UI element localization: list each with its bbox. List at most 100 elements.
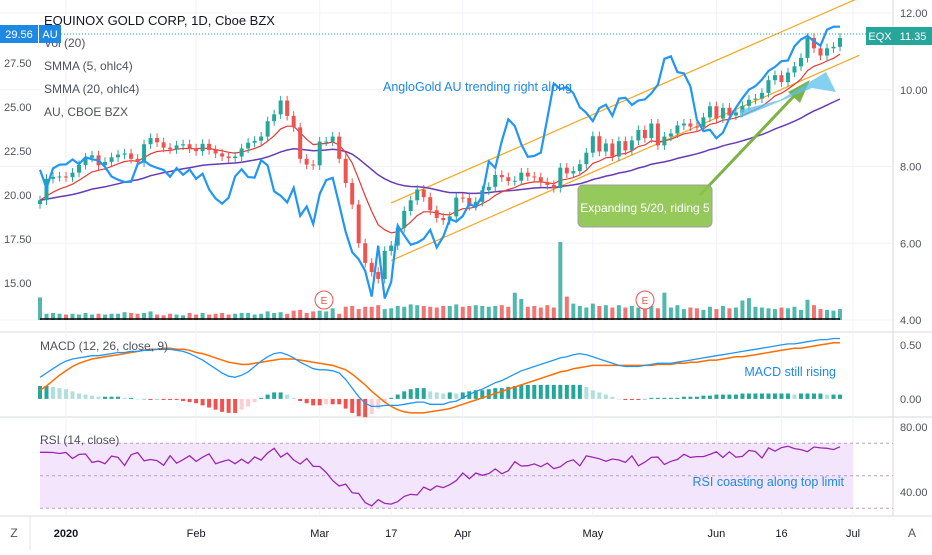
macd-histogram-bar [772,393,777,399]
macd-histogram-bar [707,395,712,399]
volume-bar [343,306,348,320]
log-scale-icon[interactable]: Z [10,526,17,540]
volume-bar [330,308,335,320]
macd-histogram-bar [389,397,394,399]
candle-body [421,189,426,198]
indicator-au[interactable]: AU, CBOE BZX [44,105,128,119]
volume-bar [220,312,225,320]
candle-body [77,164,82,173]
macd-axis-tick: 0.00 [900,394,921,406]
candle-body [291,115,296,128]
volume-bar [233,313,238,320]
candle-body [187,144,192,149]
left-tag-value: 29.56 [5,29,33,41]
candle-body [369,262,374,273]
candle-body [707,106,712,118]
macd-line [39,337,840,408]
macd-histogram-bar [51,387,56,399]
macd-histogram-bar [434,392,439,399]
volume-bar [148,311,153,320]
macd-histogram-bar [662,397,667,399]
earnings-marker-1[interactable]: E [314,290,334,310]
candle-body [818,48,823,56]
candle-body [324,141,329,143]
volume-bar [558,242,563,320]
macd-histogram-bar [233,398,238,413]
volume-bar [642,309,647,320]
au-line [38,25,840,299]
candle-body [330,136,335,142]
candle-body [200,143,205,152]
macd-histogram-bar [278,392,283,399]
macd-histogram-bar [291,397,296,399]
candle-body [434,210,439,218]
volume-bar [246,312,251,320]
volume-bar [610,307,615,320]
candle-body [714,106,719,119]
volume-bar [194,314,199,320]
earnings-marker-2[interactable]: E [635,290,655,310]
candle-body [57,176,62,178]
volume-bar [187,312,192,320]
macd-histogram-bar [363,398,368,418]
candle-body [252,140,257,143]
volume-bar [174,314,179,320]
volume-bar [304,312,309,320]
macd-histogram-bar [311,398,316,406]
candle-body [220,153,225,157]
candle-body [551,184,556,188]
au-note: AngloGold AU trending right along [383,80,572,94]
macd-histogram-bar [155,398,160,400]
macd-histogram-bar [96,396,101,399]
left-axis-tick: 25.00 [4,102,32,114]
macd-histogram-bar [376,398,381,409]
volume-bar [324,311,329,320]
chart-title[interactable]: EQUINOX GOLD CORP, 1D, Cboe BZX [44,13,275,28]
volume-bar [473,305,478,320]
candle-body [460,197,465,199]
candle-body [545,182,550,185]
volume-bar [356,309,361,320]
macd-histogram-bar [740,393,745,399]
indicator-smma20[interactable]: SMMA (20, ohlc4) [44,82,139,96]
macd-label[interactable]: MACD (12, 26, close, 9) [40,339,168,353]
indicator-smma5[interactable]: SMMA (5, ohlc4) [44,59,133,73]
macd-histogram-bar [636,398,641,400]
macd-histogram-bar [194,398,199,404]
volume-bar [746,298,751,320]
auto-scale-icon[interactable]: A [908,526,916,540]
rsi-label[interactable]: RSI (14, close) [40,433,119,447]
candle-body [564,167,569,174]
candle-body [584,152,589,165]
macd-histogram-bar [187,398,192,403]
left-axis-tick: 22.50 [4,146,32,158]
candle-body [493,174,498,187]
candle-body [649,123,654,139]
macd-histogram-bar [324,398,329,405]
volume-bar [454,304,459,320]
candle-body [415,189,420,201]
time-axis-label: Mar [310,528,329,540]
macd-histogram-bar [220,398,225,412]
macd-histogram-bar [415,388,420,399]
volume-bar [467,305,472,320]
earnings-label: E [321,296,328,307]
macd-histogram-bar [642,398,647,400]
signal-line [39,342,840,414]
volume-bar [285,313,290,320]
macd-histogram-bar [207,398,212,408]
macd-histogram-bar [506,387,511,399]
candle-body [441,217,446,221]
candle-body [350,183,355,205]
candle-body [376,272,381,279]
volume-bar [681,309,686,320]
candle-body [285,100,290,116]
candle-body [525,172,530,177]
macd-histogram-bar [148,398,153,400]
volume-bar [811,305,816,320]
macd-histogram-bar [330,398,335,405]
volume-bar [772,309,777,320]
volume-bar [603,305,608,320]
time-axis-label: Feb [187,528,206,540]
